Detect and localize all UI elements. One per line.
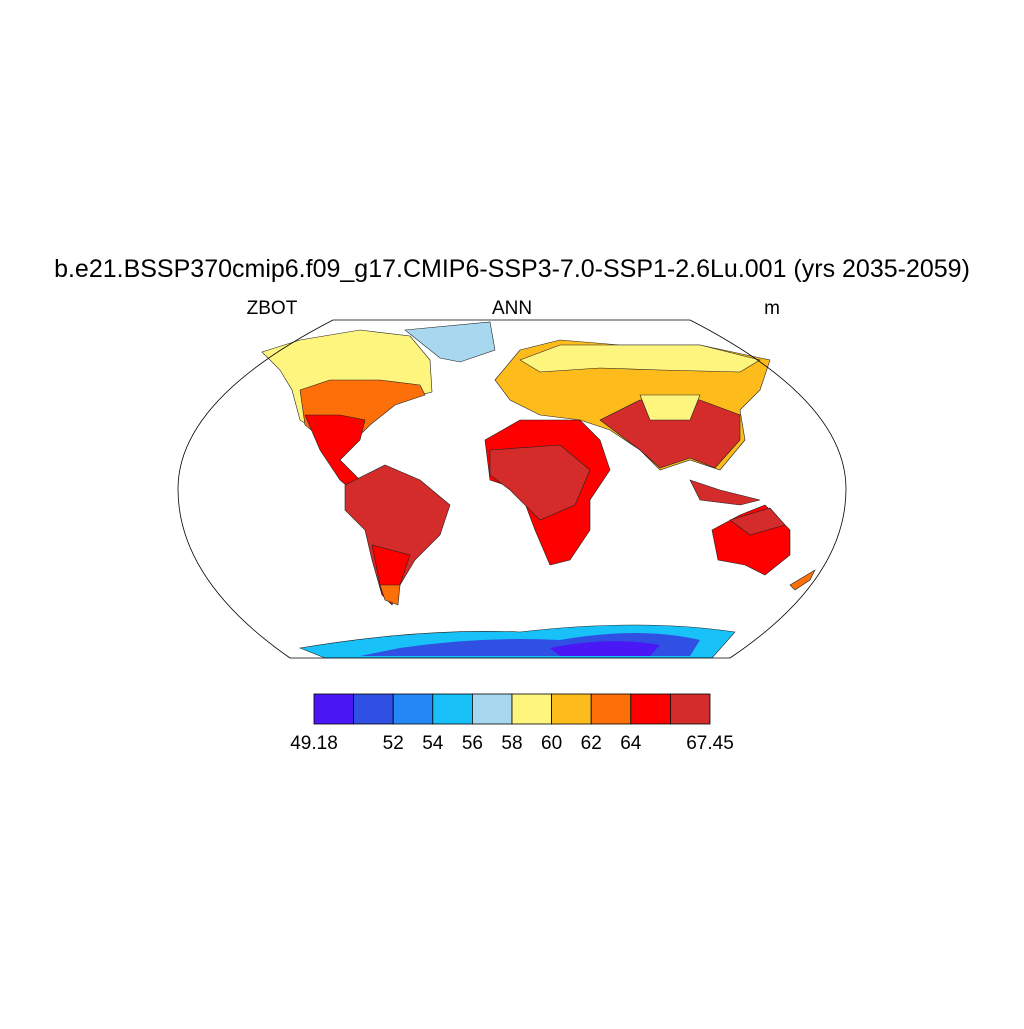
colorbar-label: 54 — [422, 733, 444, 754]
colorbar-box — [670, 693, 711, 725]
variable-label: ZBOT — [247, 298, 298, 319]
map — [177, 319, 847, 659]
colorbar-label: 60 — [541, 733, 562, 754]
colorbar: 49.18 52 54 56 58 60 62 64 67.45 — [290, 693, 734, 754]
colorbar-label: 64 — [620, 733, 642, 754]
colorbar-box — [630, 693, 671, 725]
colorbar-box — [511, 693, 552, 725]
season-label: ANN — [492, 298, 532, 319]
colorbar-label: 58 — [501, 733, 522, 754]
colorbar-box — [551, 693, 592, 725]
colorbar-box — [313, 693, 354, 725]
colorbar-label: 62 — [581, 733, 602, 754]
colorbar-label: 67.45 — [686, 733, 734, 754]
colorbar-box — [471, 693, 513, 725]
colorbar-box — [590, 693, 632, 725]
colorbar-label: 52 — [383, 733, 404, 754]
colorbar-box — [392, 693, 434, 725]
colorbar-label: 56 — [462, 733, 483, 754]
colorbar-box — [432, 693, 473, 725]
colorbar-label: 49.18 — [290, 733, 338, 754]
colorbar-box — [353, 693, 394, 725]
units-label: m — [764, 298, 780, 319]
title: b.e21.BSSP370cmip6.f09_g17.CMIP6-SSP3-7.… — [54, 255, 970, 283]
